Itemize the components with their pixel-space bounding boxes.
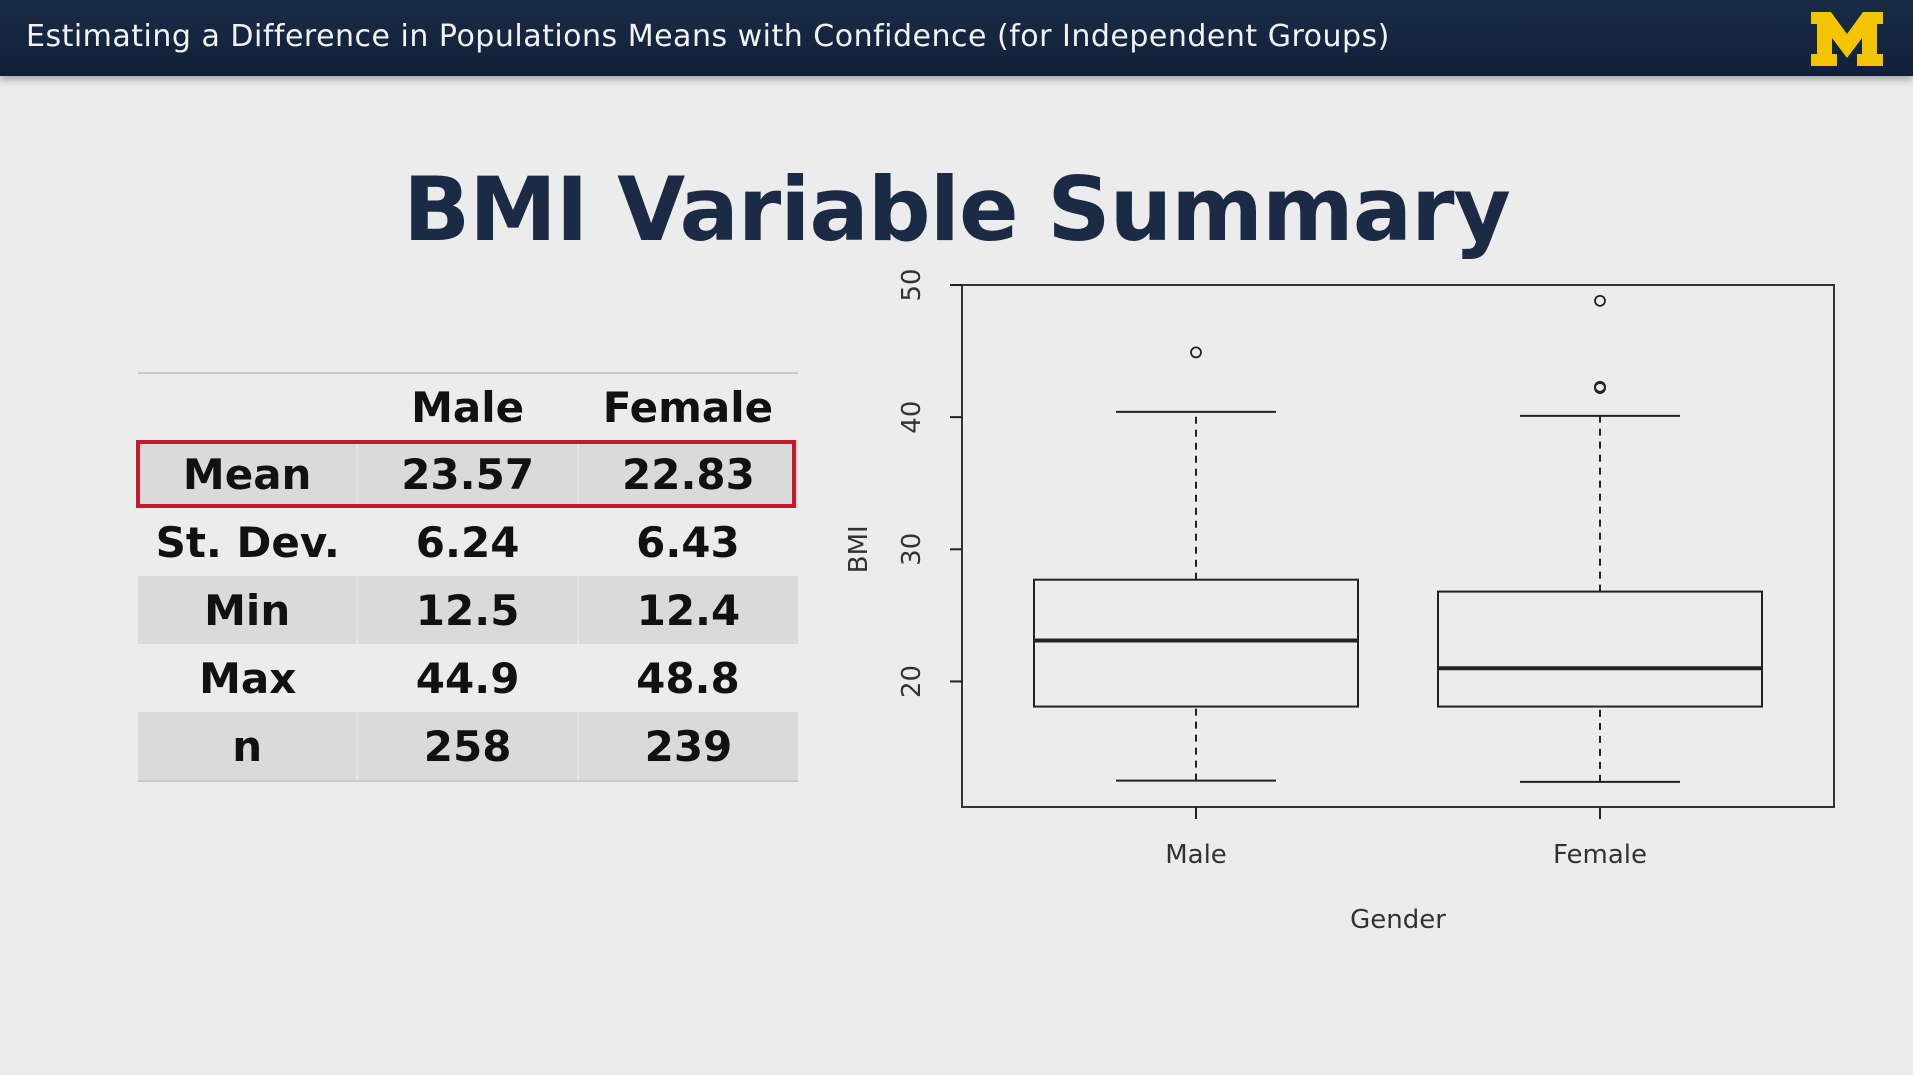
x-tick-label: Male [1165,840,1227,870]
y-tick-label: 40 [897,401,927,434]
row-label: St. Dev. [155,517,340,567]
iqr-box [1437,590,1763,708]
x-tick-label: Female [1553,840,1647,870]
outlier-point [1594,382,1606,394]
female-value: 239 [576,712,798,782]
male-value: 6.24 [415,517,520,567]
female-value: 48.8 [636,653,740,703]
iqr-box [1033,578,1359,708]
male-value: 12.5 [356,576,578,644]
row-label: Mean [138,440,358,508]
lecture-title: Estimating a Difference in Populations M… [26,19,1390,54]
bmi-boxplot: 20 30 40 50 BMI Male Female Gender [844,268,1835,935]
table-row-n: n 258 239 [138,712,798,782]
header-bar: Estimating a Difference in Populations M… [0,0,1913,76]
y-tick-label: 30 [897,533,927,566]
plot-frame [961,284,1835,808]
slide-title: BMI Variable Summary [403,158,1511,261]
row-label: Max [199,653,297,703]
summary-table: Male Female Mean 23.57 22.83 St. Dev. 6.… [136,372,798,782]
female-value: 12.4 [576,576,798,644]
y-axis-label: BMI [844,525,874,573]
row-label: Min [138,576,358,644]
table-row-min: Min 12.5 12.4 [138,576,798,644]
x-axis-label: Gender [1350,905,1446,935]
table-header-male: Male [411,382,525,432]
male-value: 23.57 [356,440,578,508]
female-value: 22.83 [576,440,798,508]
table-header-row: Male Female [138,374,798,440]
outlier-point [1594,294,1606,307]
row-label: n [138,712,358,782]
female-value: 6.43 [636,517,740,567]
male-value: 44.9 [415,653,520,703]
table-row-max: Max 44.9 48.8 [138,644,798,712]
y-tick-label: 50 [897,268,927,301]
male-value: 258 [356,712,578,782]
table-header-blank [138,374,357,440]
table-header-female: Female [602,382,774,432]
university-logo [1811,12,1883,66]
y-tick-label: 20 [897,665,927,698]
outlier-point [1190,346,1202,359]
table-row-stdev: St. Dev. 6.24 6.43 [138,508,798,576]
table-row-mean: Mean 23.57 22.83 [138,440,798,508]
